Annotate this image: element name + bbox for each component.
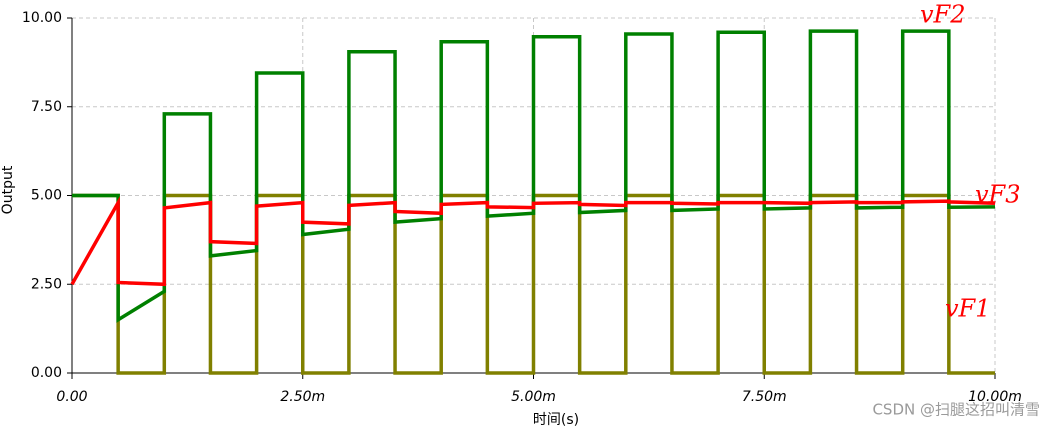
series-line (72, 193, 995, 375)
x-tick-label: 2.50m (280, 389, 325, 405)
y-tick-label: 2.50 (31, 276, 62, 292)
series-line (70, 195, 996, 287)
series-label: vF2 (920, 1, 965, 29)
x-tick-label: 10.00m (968, 389, 1022, 405)
x-tick-label: 7.50m (742, 389, 787, 405)
x-tick-label: 0.00 (56, 389, 87, 405)
series-label: vF3 (975, 181, 1020, 209)
x-axis-label: 时间(s) (533, 412, 579, 428)
series-label: vF1 (945, 295, 990, 323)
y-axis-label: Output (0, 165, 16, 214)
watermark: CSDN @扫腿这招叫清雪 (872, 401, 1040, 419)
y-tick-label: 0.00 (31, 365, 62, 381)
x-tick-label: 5.00m (511, 389, 556, 405)
y-tick-label: 5.00 (31, 188, 62, 204)
y-tick-label: 7.50 (31, 99, 62, 115)
series-line (72, 29, 996, 323)
y-tick-label: 10.00 (22, 10, 62, 26)
